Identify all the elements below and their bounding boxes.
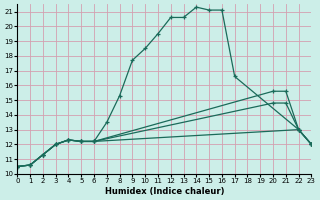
X-axis label: Humidex (Indice chaleur): Humidex (Indice chaleur)	[105, 187, 224, 196]
